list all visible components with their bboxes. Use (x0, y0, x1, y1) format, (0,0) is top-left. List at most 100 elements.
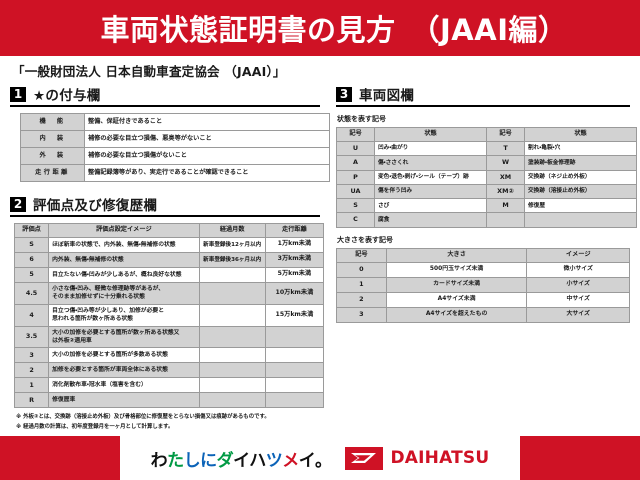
section-2-heading: 2 評価点及び修復歴欄 (10, 194, 320, 217)
column-header: 記号 (486, 127, 525, 142)
tagline-char: わ (150, 450, 168, 471)
table-row: 1 カードサイズ未満 小サイズ (336, 276, 630, 293)
tagline-char: ツ (265, 450, 283, 471)
table-row: 3.5 大小の加修を必要とする箇所が数ヶ所ある状態又 は外板②適用車 (13, 325, 325, 349)
section-2-wrap: 2 評価点及び修復歴欄 評価点 評価点設定イメージ 経過月数 走行距離 S ほぼ新車の状… (10, 194, 325, 432)
elapsed-months (198, 377, 266, 394)
condition-state: 変色・退色・剥げ・シール（テープ）跡 (374, 169, 487, 185)
left-column: 1 ★の付与欄 機 能整備、保証付きであること内 装補修の必要な目立つ損傷、悪臭… (10, 84, 330, 454)
table-row: 機 能整備、保証付きであること (20, 113, 330, 131)
criteria-text: 補修の必要な目立つ損傷がないこと (84, 147, 330, 165)
mileage-limit (264, 362, 325, 379)
tagline-char: イ (233, 450, 250, 471)
evaluation-score: S (13, 236, 50, 253)
table-row: P 変色・退色・剥げ・シール（テープ）跡 XM 交換跡（ネジ止め外板） (336, 169, 637, 185)
table-row: C 腐食 (336, 212, 637, 228)
table-row: 3 大小の加修を必要とする箇所が多数ある状態 (13, 347, 325, 364)
column-header: 経過月数 (198, 223, 266, 238)
evaluation-score: 2 (13, 362, 50, 379)
condition-symbol: P (336, 169, 375, 185)
condition-state: 割れ・亀裂・穴 (524, 140, 637, 157)
condition-symbol (486, 212, 525, 228)
tagline-char: ハ (249, 450, 266, 471)
footer-banner: わたしにダイハツメイ。 DAIHATSU (0, 436, 640, 480)
elapsed-months (198, 392, 266, 409)
body-area: 1 ★の付与欄 機 能整備、保証付きであること内 装補修の必要な目立つ損傷、悪臭… (0, 82, 640, 454)
table-row: 0 500円玉サイズ未満 微小サイズ (336, 261, 630, 278)
evaluation-score-table: 評価点 評価点設定イメージ 経過月数 走行距離 S ほぼ新車の状態で、内外装、無傷・無補… (13, 223, 325, 409)
table-row: 6 内外装、無傷・無補修の状態 新車登録後36ヶ月以内 3万km未満 (13, 251, 325, 268)
tagline-char: た (167, 450, 184, 471)
table-row: 1 消化剤散布車・冠水車（塩害を含む） (13, 377, 325, 394)
mileage-limit (264, 377, 325, 394)
evaluation-score: 3.5 (13, 325, 50, 349)
condition-symbol: A (336, 155, 375, 171)
table-row: U 凹み・曲がり T 割れ・亀裂・穴 (336, 140, 637, 157)
section-3-title: 車両図欄 (359, 88, 415, 104)
criteria-text: 整備、保証付きであること (84, 113, 330, 131)
evaluation-description: 目立たない傷・凹みが少しあるが、概ね良好な状態 (48, 266, 200, 283)
condition-symbol: W (486, 155, 525, 171)
mileage-limit (264, 325, 325, 349)
condition-symbol: M (486, 198, 525, 214)
column-header: 状態 (524, 127, 637, 142)
footnote: ※ 経過月数の計算は、初年度登録月を一ヶ月として計算します。 (16, 423, 174, 430)
section-3-heading: 3 車両図欄 (336, 84, 630, 107)
right-column: 3 車両図欄 状態を表す記号 記号 状態 記号 状態 U 凹み・曲がり T 割れ・亀裂・穴 A… (326, 84, 637, 454)
tagline-char: 。 (314, 450, 332, 471)
criteria-label: 外 装 (20, 147, 85, 165)
condition-state: 傷・ささくれ (374, 155, 487, 171)
elapsed-months: 新車登録後12ヶ月以内 (198, 236, 266, 253)
elapsed-months (198, 325, 266, 349)
elapsed-months (198, 266, 266, 283)
evaluation-description: ほぼ新車の状態で、内外装、無傷・無補修の状態 (48, 236, 200, 253)
evaluation-score: 4 (13, 303, 50, 327)
size-description: A4サイズ未満 (385, 291, 528, 308)
tagline-char: に (200, 450, 217, 471)
section-1-number: 1 (10, 86, 26, 102)
table-row: S ほぼ新車の状態で、内外装、無傷・無補修の状態 新車登録後12ヶ月以内 1万km未満 (13, 236, 325, 253)
mileage-limit: 1万km未満 (264, 236, 325, 253)
elapsed-months (198, 362, 266, 379)
daihatsu-emblem-icon (345, 446, 384, 470)
section-2-notes: ※ 外板②とは、交換跡（溶接止め外板）及び骨格部位に修復歴をとらない損傷又は痕跡… (16, 413, 320, 431)
condition-symbol: C (336, 212, 375, 228)
criteria-text: 整備記録簿等があり、実走行であることが確認できること (84, 164, 330, 182)
condition-state: 塗装跡・板金修理跡 (524, 155, 637, 171)
footnote: ※ 外板②とは、交換跡（溶接止め外板）及び骨格部位に修復歴をとらない損傷又は痕跡… (16, 414, 270, 421)
section-2-title: 評価点及び修復歴欄 (33, 198, 158, 214)
condition-symbol: U (336, 140, 375, 157)
size-image-label: 大サイズ (526, 306, 630, 323)
mileage-limit: 5万km未満 (264, 266, 325, 283)
condition-state: 腐食 (374, 212, 487, 228)
table-row: A 傷・ささくれ W 塗装跡・板金修理跡 (336, 155, 637, 171)
criteria-label: 内 装 (20, 130, 85, 148)
mileage-limit: 10万km未満 (264, 281, 325, 305)
section-2-number: 2 (10, 196, 26, 212)
evaluation-score: 4.5 (13, 281, 50, 305)
column-header: 評価点 (13, 223, 50, 238)
condition-state (524, 212, 637, 228)
condition-symbol: T (486, 140, 525, 157)
condition-symbol: S (336, 198, 375, 214)
column-header: 走行距離 (264, 223, 325, 238)
column-header: 記号 (336, 247, 387, 263)
evaluation-score: R (13, 392, 50, 409)
table-row: 5 目立たない傷・凹みが少しあるが、概ね良好な状態 5万km未満 (13, 266, 325, 283)
condition-symbols-label: 状態を表す記号 (337, 115, 386, 123)
daihatsu-wordmark: DAIHATSU (390, 448, 490, 468)
condition-state: 交換跡（ネジ止め外板） (524, 169, 637, 185)
size-symbol: 0 (336, 261, 387, 278)
mileage-limit (264, 347, 325, 364)
table-row: R 修復歴車 (13, 392, 325, 409)
footer-brand-area: わたしにダイハツメイ。 DAIHATSU (120, 436, 520, 480)
column-header: イメージ (526, 247, 630, 263)
size-description: A4サイズを超えたもの (385, 306, 528, 323)
evaluation-description: 修復歴車 (48, 392, 200, 409)
condition-state: 交換跡（溶接止め外板） (524, 183, 637, 200)
evaluation-score: 5 (13, 266, 50, 283)
table-row: 外 装補修の必要な目立つ損傷がないこと (20, 147, 330, 165)
column-header: 大きさ (385, 247, 528, 263)
size-description: 500円玉サイズ未満 (385, 261, 528, 278)
table-row: 2 加修を必要とする箇所が車両全体にある状態 (13, 362, 325, 379)
